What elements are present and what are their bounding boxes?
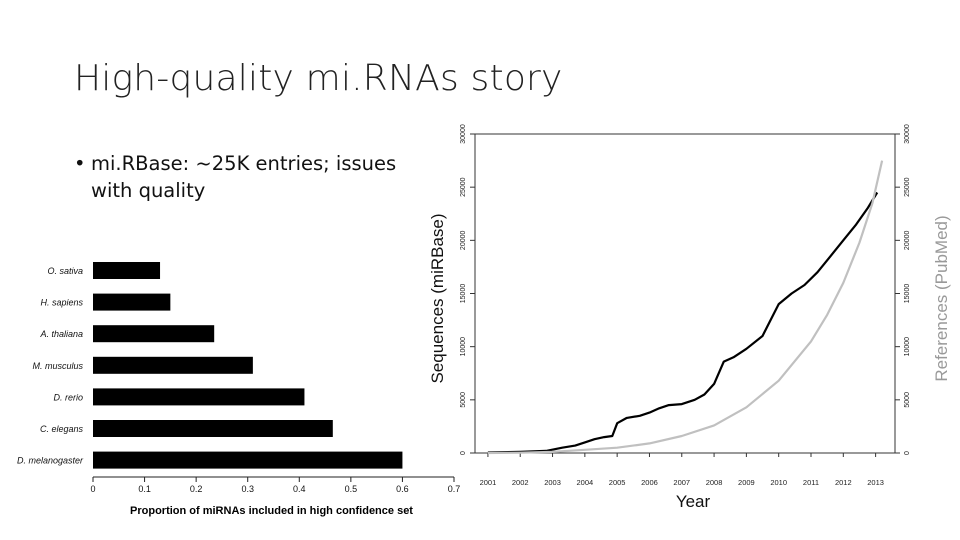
x-tick-label-2013: 2013 (867, 478, 884, 487)
y-right-tick-label-5000: 5000 (904, 392, 911, 408)
x-tick-label-0-3: 0.3 (241, 484, 254, 494)
bar-a-thaliana (93, 325, 215, 343)
bar-d-rerio (93, 388, 305, 406)
x-tick-label-0-4: 0.4 (293, 484, 306, 494)
y-right-tick-label-0: 0 (904, 451, 911, 455)
x-tick-label-0-5: 0.5 (345, 484, 358, 494)
bar-chart: O. sativa H. sapiens A. thaliana M. musculu… (17, 262, 461, 517)
bar-m-musculus (93, 356, 253, 374)
bar-label-d-melanogaster: D. melanogaster (17, 456, 84, 466)
bar-o-sativa (93, 262, 161, 279)
x-tick-label-2005: 2005 (609, 478, 626, 487)
y-left-tick-label-15000: 15000 (460, 284, 467, 304)
y-left-tick-label-0: 0 (460, 451, 467, 455)
y-right-tick-label-25000: 25000 (904, 177, 911, 197)
x-axis-title: Year (676, 492, 711, 511)
x-axis-title: Proportion of miRNAs included in high co… (130, 505, 413, 517)
x-tick-label-2008: 2008 (706, 478, 723, 487)
y-right-tick-label-30000: 30000 (904, 124, 911, 144)
y-left-tick-label-20000: 20000 (460, 230, 467, 250)
x-tick-label-0-2: 0.2 (190, 484, 203, 494)
x-tick-label-2007: 2007 (673, 478, 690, 487)
x-tick-label-0-7: 0.7 (448, 484, 461, 494)
series-line-references-pubmed (487, 160, 884, 455)
bullet-point: • mi.RBase: ~25K entries; issues with qu… (74, 150, 404, 204)
bar-label-c-elegans: C. elegans (40, 424, 84, 434)
bar-h-sapiens (93, 293, 171, 311)
bullet-dot-icon: • (74, 152, 86, 175)
y-left-tick-label-25000: 25000 (460, 177, 467, 197)
slide-title: High-quality mi.RNAs story (74, 58, 563, 99)
x-tick-label-2002: 2002 (512, 478, 529, 487)
y-left-tick-label-5000: 5000 (460, 392, 467, 408)
y-left-axis-title: Sequences (miRBase) (428, 213, 447, 383)
x-tick-label-2001: 2001 (480, 478, 497, 487)
x-tick-label-0-6: 0.6 (396, 484, 409, 494)
plot-frame (474, 133, 896, 454)
bar-label-d-rerio: D. rerio (53, 392, 83, 402)
line-chart: 0 0 5000 5000 10000 10000 15000 15000 20000 20000… (428, 124, 951, 511)
bar-label-a-thaliana: A. thaliana (39, 329, 83, 339)
bullet-text: mi.RBase: ~25K entries; issues with qual… (91, 152, 397, 202)
x-tick-label-0: 0 (90, 484, 95, 494)
x-tick-label-2004: 2004 (577, 478, 594, 487)
bar-label-h-sapiens: H. sapiens (40, 298, 83, 308)
bar-label-o-sativa: O. sativa (47, 266, 83, 276)
x-tick-label-2006: 2006 (641, 478, 658, 487)
bar-label-m-musculus: M. musculus (32, 361, 83, 371)
y-right-axis-title: References (PubMed) (932, 215, 951, 381)
series-line-sequences-mirbase (487, 191, 879, 454)
y-right-tick-label-20000: 20000 (904, 230, 911, 250)
x-tick-label-2010: 2010 (770, 478, 787, 487)
x-tick-label-0-1: 0.1 (138, 484, 151, 494)
bar-d-melanogaster (93, 451, 403, 469)
y-left-tick-label-10000: 10000 (460, 337, 467, 357)
x-tick-label-2012: 2012 (835, 478, 852, 487)
x-tick-label-2011: 2011 (803, 478, 819, 487)
bar-c-elegans (93, 420, 333, 437)
y-right-tick-label-10000: 10000 (904, 337, 911, 357)
y-right-tick-label-15000: 15000 (904, 284, 911, 304)
y-left-tick-label-30000: 30000 (460, 124, 467, 144)
x-tick-label-2009: 2009 (738, 478, 755, 487)
x-tick-label-2003: 2003 (544, 478, 561, 487)
